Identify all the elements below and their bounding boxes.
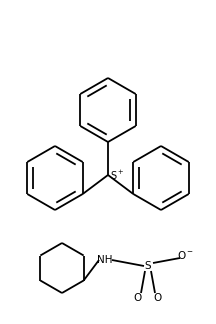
Text: NH: NH (97, 255, 113, 265)
Text: O: O (154, 293, 162, 303)
Text: S: S (145, 261, 151, 271)
Text: O: O (134, 293, 142, 303)
Text: O$^-$: O$^-$ (176, 249, 194, 261)
Text: S$^+$: S$^+$ (110, 168, 124, 181)
